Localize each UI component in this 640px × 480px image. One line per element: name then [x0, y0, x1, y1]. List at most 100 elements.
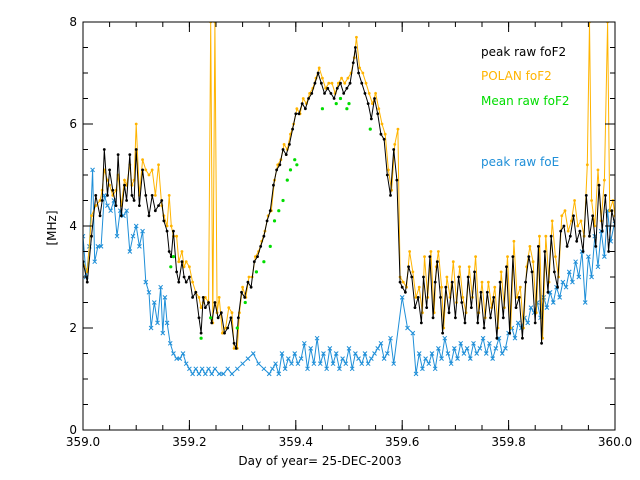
point-peak-raw-fof2: [450, 280, 454, 284]
point-polan-fof2: [241, 285, 245, 289]
legend-label-peak-raw-foe: peak raw foE: [481, 155, 559, 169]
point-peak-raw-fof2: [256, 255, 259, 258]
point-peak-raw-foe: [317, 361, 323, 367]
point-mean-raw-fof2: [243, 300, 247, 305]
point-polan-fof2: [230, 311, 234, 315]
point-peak-raw-fof2: [385, 173, 389, 177]
point-peak-raw-foe: [90, 167, 95, 173]
point-polan-fof2: [203, 296, 207, 299]
y-tick-label: 8: [69, 15, 77, 29]
point-mean-raw-fof2: [235, 326, 239, 330]
point-peak-raw-fof2: [108, 168, 111, 172]
point-peak-raw-fof2: [389, 194, 392, 197]
point-peak-raw-foe: [557, 295, 563, 300]
point-polan-fof2: [188, 265, 191, 269]
point-peak-raw-fof2: [482, 326, 486, 330]
point-peak-raw-fof2: [511, 255, 515, 258]
point-peak-raw-foe: [199, 366, 205, 372]
point-peak-raw-foe: [108, 208, 114, 214]
point-polan-fof2: [585, 163, 589, 167]
point-peak-raw-fof2: [588, 234, 591, 238]
point-peak-raw-fof2: [517, 296, 521, 299]
point-peak-raw-fof2: [184, 280, 188, 284]
point-mean-raw-fof2: [293, 158, 297, 162]
point-peak-raw-foe: [337, 366, 342, 372]
y-tick-label: 2: [69, 321, 77, 335]
point-peak-raw-fof2: [191, 296, 194, 299]
point-peak-raw-fof2: [435, 260, 439, 264]
point-peak-raw-fof2: [294, 112, 298, 116]
point-mean-raw-fof2: [272, 219, 277, 223]
point-peak-raw-fof2: [134, 148, 138, 151]
point-peak-raw-fof2: [234, 347, 238, 350]
point-polan-fof2: [343, 81, 347, 85]
point-peak-raw-fof2: [85, 280, 89, 284]
point-peak-raw-fof2: [485, 290, 489, 294]
point-peak-raw-foe: [273, 361, 278, 367]
point-peak-raw-foe: [346, 346, 352, 351]
point-peak-raw-fof2: [141, 168, 144, 172]
point-peak-raw-foe: [321, 351, 326, 356]
point-peak-raw-foe: [167, 340, 173, 346]
point-peak-raw-fof2: [94, 194, 98, 197]
point-peak-raw-fof2: [326, 86, 330, 90]
point-polan-fof2: [499, 270, 503, 274]
point-peak-raw-foe: [547, 289, 553, 295]
point-peak-raw-foe: [563, 284, 569, 290]
point-peak-raw-foe: [602, 254, 607, 259]
point-peak-raw-foe: [225, 366, 231, 372]
point-peak-raw-foe: [560, 279, 566, 285]
point-polan-fof2: [377, 107, 381, 111]
point-mean-raw-fof2: [345, 107, 349, 111]
point-polan-fof2: [90, 214, 93, 218]
point-polan-fof2: [165, 224, 169, 228]
point-peak-raw-fof2: [213, 301, 217, 304]
series-peak-raw-foe: [83, 167, 615, 377]
point-peak-raw-foe: [349, 366, 355, 372]
point-peak-raw-fof2: [150, 194, 154, 197]
point-polan-fof2: [451, 260, 455, 264]
point-peak-raw-fof2: [111, 188, 115, 192]
point-polan-fof2: [134, 122, 138, 126]
point-polan-fof2: [408, 250, 412, 253]
point-peak-raw-fof2: [581, 250, 585, 253]
point-peak-raw-foe: [423, 356, 428, 361]
series-line-peak-raw-foe: [83, 169, 615, 375]
point-peak-raw-foe: [586, 254, 591, 259]
point-polan-fof2: [458, 265, 462, 269]
point-peak-raw-foe: [177, 356, 183, 361]
point-peak-raw-foe: [308, 346, 314, 351]
point-polan-fof2: [330, 81, 334, 85]
point-peak-raw-foe: [83, 233, 86, 239]
x-tick-label: 359.4: [279, 435, 313, 449]
point-peak-raw-fof2: [128, 153, 132, 157]
point-polan-fof2: [346, 76, 350, 80]
point-polan-fof2: [486, 280, 490, 284]
point-peak-raw-foe: [311, 361, 317, 367]
point-peak-raw-foe: [570, 279, 575, 285]
point-polan-fof2: [232, 347, 236, 350]
y-tick-label: 4: [69, 219, 77, 233]
point-peak-raw-fof2: [559, 229, 563, 233]
point-peak-raw-fof2: [323, 92, 326, 95]
point-peak-raw-fof2: [578, 229, 582, 233]
point-polan-fof2: [301, 97, 305, 100]
point-peak-raw-foe: [356, 356, 361, 361]
point-polan-fof2: [608, 209, 612, 213]
point-polan-fof2: [199, 306, 203, 309]
point-peak-raw-fof2: [265, 219, 269, 223]
point-peak-raw-fof2: [473, 270, 476, 274]
point-peak-raw-fof2: [505, 265, 508, 269]
point-peak-raw-foe: [190, 371, 195, 377]
point-polan-fof2: [108, 183, 111, 187]
point-peak-raw-foe: [256, 361, 261, 367]
point-peak-raw-foe: [490, 356, 495, 361]
point-peak-raw-fof2: [165, 229, 169, 233]
point-peak-raw-fof2: [160, 199, 164, 202]
point-peak-raw-fof2: [130, 194, 134, 197]
point-polan-fof2: [340, 76, 343, 80]
point-peak-raw-foe: [353, 351, 358, 356]
point-peak-raw-foe: [420, 366, 425, 372]
point-peak-raw-foe: [359, 361, 365, 367]
